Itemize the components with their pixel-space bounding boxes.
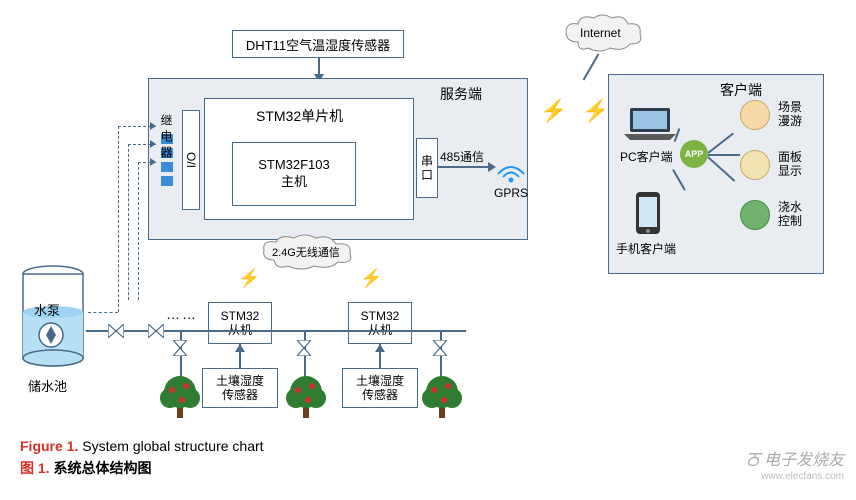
stm32-slave2-box: STM32 从机 [348,302,412,344]
tree-icon [158,372,202,427]
relay-led [161,162,173,172]
dash-arrow1 [150,122,156,130]
stm32-slave1-text: STM32 从机 [221,309,260,338]
phone-icon [634,190,662,241]
tree-icon [284,372,328,427]
scene-roam-label: 场景 漫游 [778,100,802,129]
comm485-label: 485通信 [440,148,484,165]
watermark-text: 电子发烧友 [764,452,844,469]
stm32-slave1-box: STM32 从机 [208,302,272,344]
panel-display-icon [740,150,770,180]
watermark: ਠ 电子发烧友 www.elecfans.com [746,446,844,482]
gprs-label: GPRS [494,186,528,200]
gprs-wifi-icon [494,160,528,189]
figure-caption-cn: 图 1. 系统总体结构图 [20,458,151,478]
dht11-text: DHT11空气温湿度传感器 [246,35,390,54]
tank-label: 储水池 [28,376,67,395]
serial-text: 串 口 [421,154,433,183]
dht11-box: DHT11空气温湿度传感器 [232,30,404,58]
pipe-main [86,330,466,332]
valve-icon [433,340,447,354]
line-app-icon2 [708,154,740,156]
serial-box: 串 口 [416,138,438,198]
dash-arrow2 [150,140,156,148]
soil-sensor1-box: 土壤湿度 传感器 [202,368,278,408]
pc-client-label: PC客户端 [620,148,673,165]
app-label: APP [685,149,704,159]
stm32-main-title: STM32单片机 [256,106,343,126]
stm32-inner-text: STM32F103 主机 [258,157,330,191]
app-badge: APP [680,140,708,168]
valve-icon [108,324,122,338]
water-control-icon [740,200,770,230]
wireless-24g-cloud: 2.4G无线通信 [256,232,364,277]
tree-icon [420,372,464,427]
caption-cn-text: 系统总体结构图 [53,460,151,476]
phone-client-label: 手机客户端 [616,240,676,257]
dash-relay-h-pump [88,312,118,313]
soil1-text: 土壤湿度 传感器 [216,374,264,403]
pc-laptop-icon [622,104,678,149]
server-panel-label: 服务端 [440,84,482,104]
panel-display-label: 面板 显示 [778,150,802,179]
arrowhead-soil1 [235,344,245,352]
internet-label: Internet [580,26,621,40]
stm32-slave2-text: STM32 从机 [361,309,400,338]
client-panel-label: 客户端 [720,80,762,100]
scene-roam-icon [740,100,770,130]
water-control-label: 浇水 控制 [778,200,802,229]
wireless-24g-label: 2.4G无线通信 [272,244,340,260]
io-box: O/I [182,110,200,210]
ellipsis-dots: …… [166,306,198,322]
dash-relay-v2 [128,144,129,300]
soil-sensor2-box: 土壤湿度 传感器 [342,368,418,408]
lightning-icon: ⚡ [582,98,609,124]
dash-relay-v3 [138,162,139,300]
dash-relay-v1 [118,126,119,312]
internet-cloud: Internet [558,12,650,61]
lightning-icon: ⚡ [540,98,567,124]
caption-en-text: System global structure chart [82,438,263,454]
valve-icon [297,340,311,354]
figure-caption-en: Figure 1. System global structure chart [20,438,264,454]
relay-led [161,176,173,186]
soil2-text: 土壤湿度 传感器 [356,374,404,403]
stm32-inner-box: STM32F103 主机 [232,142,356,206]
arrowhead-soil2 [375,344,385,352]
caption-cn-prefix: 图 1. [20,460,50,476]
lightning-icon: ⚡ [238,268,260,289]
relay-label: 继电器 [158,114,175,162]
valve-icon [173,340,187,354]
arrow-485 [438,166,492,168]
caption-en-prefix: Figure 1. [20,438,78,454]
lightning-icon: ⚡ [360,268,382,289]
pump-icon [36,320,66,355]
pump-label: 水泵 [34,300,60,319]
watermark-url: www.elecfans.com [746,471,844,482]
dash-arrow3 [150,158,156,166]
valve-icon [148,324,162,338]
io-text: O/I [184,152,198,168]
